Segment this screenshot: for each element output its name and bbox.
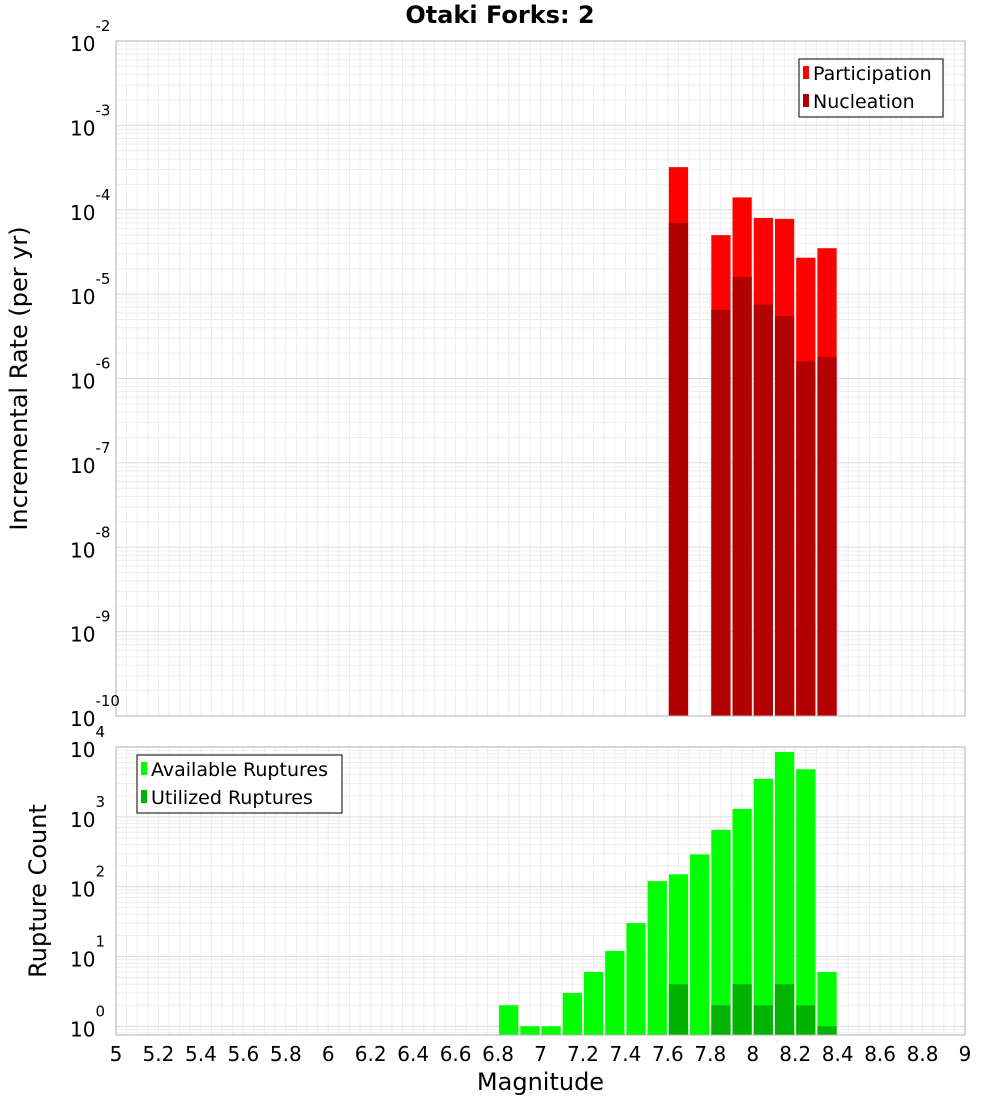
x-tick-label: 5.2 — [143, 1042, 175, 1066]
legend-label: Participation — [813, 63, 932, 85]
bar-series2 — [711, 309, 731, 716]
x-tick-label: 5.4 — [185, 1042, 217, 1066]
x-tick-label: 7.6 — [652, 1042, 684, 1066]
bar-series2 — [732, 276, 752, 716]
legend-swatch — [141, 762, 147, 775]
x-tick-label: 8.2 — [779, 1042, 811, 1066]
x-tick-label: 6.8 — [482, 1042, 514, 1066]
y-tick-label: 10-4 — [70, 186, 110, 225]
y-tick-label: 10-5 — [70, 270, 110, 309]
bar-series2 — [774, 984, 795, 1035]
bar-series2 — [774, 316, 795, 716]
y-tick-exponent: 0 — [95, 1002, 105, 1020]
y-tick-exponent: 3 — [95, 793, 105, 811]
bar-series1 — [605, 950, 625, 1035]
x-tick-label: 9 — [959, 1042, 972, 1066]
legend: Available Ruptures Utilized Ruptures — [136, 754, 343, 814]
y-tick-exponent: -6 — [95, 355, 110, 373]
x-tick-label: 6.2 — [355, 1042, 387, 1066]
x-tick-label: 7.8 — [694, 1042, 726, 1066]
x-tick-label: 8.4 — [822, 1042, 854, 1066]
x-tick-label: 8 — [746, 1042, 759, 1066]
y-tick-exponent: -10 — [95, 692, 120, 710]
x-tick-label: 8.6 — [864, 1042, 896, 1066]
legend-box — [798, 58, 944, 118]
x-tick-label: 6 — [322, 1042, 335, 1066]
x-tick-label: 5.6 — [227, 1042, 259, 1066]
plot-frame — [115, 40, 966, 717]
legend-label: Available Ruptures — [151, 759, 328, 781]
bar-series2 — [732, 984, 752, 1035]
chart-title: Otaki Forks: 2 — [405, 1, 594, 29]
x-axis-label: Magnitude — [477, 1068, 604, 1096]
y-tick-exponent: -4 — [95, 186, 110, 204]
legend-label: Nucleation — [813, 91, 915, 113]
bar-series2 — [817, 356, 837, 716]
legend-box — [136, 754, 343, 814]
bar-series2 — [753, 1005, 773, 1035]
y-tick-label: 100 — [70, 1002, 105, 1041]
bar-series2 — [796, 361, 816, 716]
y-tick-label: 101 — [70, 932, 105, 971]
bar-series1 — [774, 751, 795, 1035]
legend-swatch — [803, 66, 809, 79]
bar-series2 — [817, 1026, 837, 1035]
x-tick-label: 6.4 — [397, 1042, 429, 1066]
bar-series1 — [541, 1026, 561, 1035]
y-axis-label: Rupture Count — [24, 804, 52, 978]
bar-series1 — [562, 992, 582, 1035]
y-tick-exponent: 1 — [95, 932, 105, 950]
x-tick-label: 7 — [534, 1042, 547, 1066]
legend-swatch — [141, 790, 147, 803]
x-tick-label: 5 — [110, 1042, 123, 1066]
bar-series2 — [668, 222, 689, 716]
y-tick-exponent: -5 — [95, 270, 110, 288]
panel-2: 100 101 102 103 1 0 4 Rupture Count Available Ru… — [24, 723, 971, 1096]
x-tick-label: 7.4 — [609, 1042, 641, 1066]
bar-series2 — [711, 1005, 731, 1035]
x-tick-label: 7.2 — [567, 1042, 599, 1066]
y-tick-exponent: -2 — [95, 17, 110, 35]
x-tick-label: 8.8 — [907, 1042, 939, 1066]
bar-series1 — [583, 971, 604, 1035]
bar-series1 — [626, 923, 646, 1035]
y-tick-label: 10-3 — [70, 101, 110, 140]
y-tick-label: 10-8 — [70, 523, 110, 562]
bar-series1 — [690, 854, 710, 1035]
y-tick-exponent: 4 — [95, 723, 105, 741]
y-tick-label: 10-6 — [70, 355, 110, 394]
x-tick-label: 5.8 — [270, 1042, 302, 1066]
legend-swatch — [803, 94, 809, 107]
bar-series1 — [499, 1005, 519, 1035]
x-tick-label: 6.6 — [440, 1042, 472, 1066]
y-tick-label: 103 — [70, 793, 105, 832]
bar-series1 — [520, 1026, 540, 1035]
bar-series1 — [647, 881, 667, 1035]
y-tick-label: 102 — [70, 863, 105, 902]
y-tick-label: 10-2 — [70, 17, 110, 56]
y-tick-exponent: 2 — [95, 863, 105, 881]
bar-series1 — [711, 829, 731, 1035]
bar-series1 — [817, 971, 837, 1035]
y-tick-exponent: -9 — [95, 608, 110, 626]
y-tick-exponent: -7 — [95, 439, 110, 457]
y-tick-label: 10-9 — [70, 608, 110, 647]
y-tick-exponent: -8 — [95, 523, 110, 541]
bar-series1 — [732, 808, 752, 1035]
bar-series1 — [796, 769, 816, 1035]
bar-series2 — [753, 304, 773, 716]
plot-frame — [115, 746, 966, 1036]
panel-1: 10-1010-910-810-710-610-510-410-310-2Inc… — [5, 17, 966, 731]
y-tick-exponent: -3 — [95, 101, 110, 119]
legend: Participation Nucleation — [798, 58, 944, 118]
y-tick-label: 10-7 — [70, 439, 110, 478]
bar-series1 — [753, 778, 773, 1035]
legend-label: Utilized Ruptures — [151, 787, 313, 809]
bar-series2 — [796, 1005, 816, 1035]
bar-series2 — [668, 984, 689, 1035]
y-axis-label: Incremental Rate (per yr) — [5, 226, 33, 530]
